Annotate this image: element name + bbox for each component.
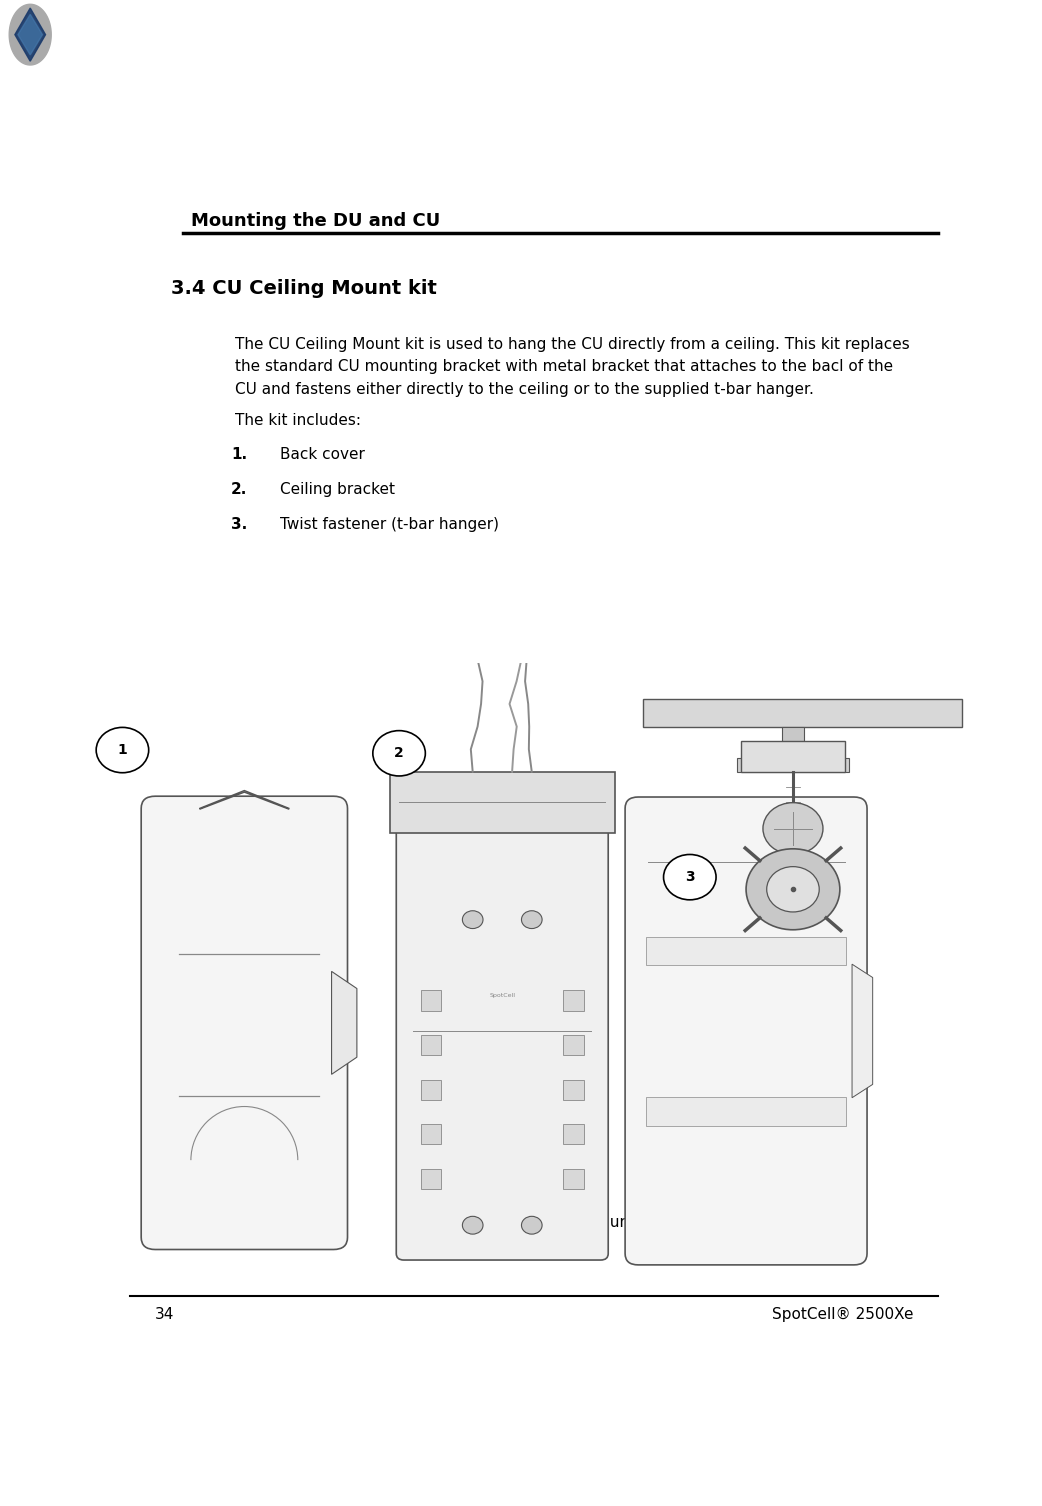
Text: Figure 3.11: CU Ceiling Mount kit: Figure 3.11: CU Ceiling Mount kit (408, 1215, 660, 1230)
Circle shape (521, 911, 542, 929)
Circle shape (463, 911, 483, 929)
Text: 3.: 3. (231, 517, 247, 532)
FancyBboxPatch shape (625, 797, 867, 1265)
FancyBboxPatch shape (396, 801, 609, 1261)
Circle shape (373, 730, 425, 776)
Bar (563, 991, 584, 1011)
Polygon shape (782, 727, 804, 759)
Text: 1: 1 (118, 742, 127, 758)
Circle shape (96, 727, 149, 773)
Bar (563, 1123, 584, 1145)
Polygon shape (15, 8, 46, 62)
Bar (390, 773, 615, 833)
Text: 3: 3 (685, 870, 695, 884)
Circle shape (767, 866, 819, 913)
Text: Back cover: Back cover (279, 447, 365, 462)
Text: The kit includes:: The kit includes: (235, 413, 362, 428)
Text: 1.: 1. (231, 447, 247, 462)
Polygon shape (9, 5, 51, 65)
Polygon shape (852, 964, 873, 1098)
Bar (421, 1169, 442, 1188)
Polygon shape (643, 699, 962, 727)
Bar (421, 1035, 442, 1056)
Bar (421, 1080, 442, 1099)
Polygon shape (737, 758, 849, 773)
Polygon shape (331, 971, 356, 1074)
Circle shape (746, 849, 840, 929)
Bar (742, 741, 845, 773)
Circle shape (463, 1217, 483, 1233)
Bar (421, 991, 442, 1011)
Bar (646, 937, 846, 965)
Bar (563, 1035, 584, 1056)
Text: Mounting the DU and CU: Mounting the DU and CU (191, 212, 440, 230)
Text: 3.4 CU Ceiling Mount kit: 3.4 CU Ceiling Mount kit (171, 279, 437, 298)
Text: The CU Ceiling Mount kit is used to hang the CU directly from a ceiling. This ki: The CU Ceiling Mount kit is used to hang… (235, 337, 910, 396)
Polygon shape (18, 15, 43, 54)
Circle shape (664, 854, 716, 899)
Bar (646, 1098, 846, 1125)
Text: Ceiling bracket: Ceiling bracket (279, 482, 395, 497)
Text: Twist fastener (t-bar hanger): Twist fastener (t-bar hanger) (279, 517, 499, 532)
Polygon shape (200, 791, 289, 809)
Bar (421, 1123, 442, 1145)
FancyBboxPatch shape (142, 797, 348, 1250)
Bar (563, 1080, 584, 1099)
Text: 2.: 2. (231, 482, 247, 497)
Circle shape (521, 1217, 542, 1233)
Text: SpotCell: SpotCell (490, 992, 515, 998)
Bar (563, 1169, 584, 1188)
Text: 2: 2 (394, 747, 404, 761)
Text: SpotCell® 2500Xe: SpotCell® 2500Xe (772, 1307, 914, 1322)
Circle shape (763, 803, 823, 854)
Text: 34: 34 (154, 1307, 174, 1322)
